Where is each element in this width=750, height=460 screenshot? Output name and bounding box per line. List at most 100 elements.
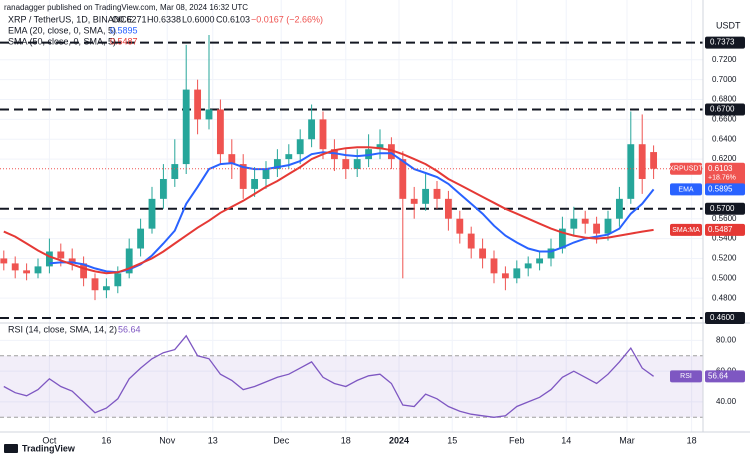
- candle-body: [638, 144, 646, 179]
- logo: TradingView: [22, 443, 76, 453]
- candle-body: [91, 278, 99, 291]
- x-tick-label: Feb: [509, 435, 525, 445]
- candle-body: [399, 159, 407, 199]
- level-label: 0.6700: [710, 105, 735, 114]
- value-tag-label: 56.64: [708, 371, 729, 380]
- grid: [0, 0, 703, 432]
- level-label: 0.5700: [710, 204, 735, 213]
- rsi-tick-label: 40.00: [716, 397, 737, 406]
- level-label: 0.4600: [710, 313, 735, 322]
- y-tick-label: 0.6200: [712, 154, 737, 163]
- candle-body: [581, 218, 589, 224]
- level-tag: [705, 36, 745, 49]
- series-tag: [670, 370, 702, 383]
- candle-body: [650, 152, 658, 169]
- candle-body: [11, 263, 19, 271]
- candle-body: [80, 263, 88, 279]
- ma-line: [49, 151, 655, 274]
- value-tag-label: 0.5487: [708, 225, 733, 234]
- candle-body: [479, 248, 487, 259]
- candle-body: [501, 273, 509, 279]
- y-tick-label: 0.6400: [712, 134, 737, 143]
- candle-body: [467, 233, 475, 249]
- candle-body: [536, 258, 544, 264]
- candle-body: [182, 89, 190, 165]
- x-tick-label: 18: [687, 435, 697, 445]
- value-tag-label: 0.5895: [708, 185, 733, 194]
- ma-line: [3, 146, 654, 275]
- rsi-legend: RSI (14, close, SMA, 14, 2): [8, 324, 117, 334]
- level-tag: [705, 103, 745, 116]
- series-tag-label: RSI: [680, 373, 692, 380]
- currency: USDT: [716, 20, 741, 30]
- open: O0.6271: [112, 14, 147, 24]
- candle-body: [148, 198, 156, 229]
- series-tag: [670, 162, 702, 175]
- y-tick-label: 0.5600: [712, 214, 737, 223]
- tags: Oct 16 Nov 13 Dec 18 2024 15 Feb 14 Mar 18 0.4800 0.5…: [42, 36, 745, 445]
- candle-body: [285, 154, 293, 160]
- ema-legend-value: 0.5895: [110, 25, 138, 35]
- candle-body: [45, 251, 53, 267]
- level-tag: [705, 312, 745, 325]
- candle-body: [410, 198, 418, 204]
- rsi-tick-label: 80.00: [716, 335, 737, 344]
- x-tick-label: Nov: [159, 435, 176, 445]
- y-tick-label: 0.6600: [712, 114, 737, 123]
- x-tick-label: 2024: [389, 435, 409, 445]
- symbol: XRP / TetherUS, 1D, BINANCE: [8, 14, 133, 24]
- series-tag: [670, 183, 702, 196]
- rsi-legend-value: 56.64: [118, 324, 141, 334]
- y-tick-label: 0.5000: [712, 273, 737, 282]
- candle-body: [262, 169, 270, 179]
- series-tag-label: XRPUSDT: [669, 166, 703, 173]
- x-tick-label: Oct: [42, 435, 57, 445]
- rsi-line: [3, 334, 654, 418]
- x-tick-label: 16: [101, 435, 111, 445]
- candle-body: [513, 268, 521, 279]
- logo-icon: [4, 444, 18, 453]
- plot: [0, 34, 703, 418]
- value-tag: [705, 370, 745, 383]
- x-tick-label: 13: [208, 435, 218, 445]
- candle-body: [604, 218, 612, 234]
- y-tick-label: 0.5200: [712, 254, 737, 263]
- candle-body: [376, 144, 384, 150]
- low: L0.6000: [182, 14, 215, 24]
- candle-body: [547, 248, 555, 259]
- x-tick-label: 18: [341, 435, 351, 445]
- candle-body: [137, 228, 145, 249]
- candle-body: [57, 251, 65, 259]
- candle-body: [342, 159, 350, 170]
- y-tick-label: 0.5400: [712, 234, 737, 243]
- candle-body: [68, 258, 76, 264]
- candle-body: [615, 198, 623, 219]
- value-tag-label: 0.6103: [708, 164, 733, 173]
- candle-body: [125, 248, 133, 274]
- candle-body: [593, 223, 601, 234]
- candle-body: [296, 139, 304, 155]
- candle-body: [239, 164, 247, 189]
- candle-body: [558, 228, 566, 249]
- candle-body: [251, 178, 259, 189]
- candle-body: [114, 273, 122, 287]
- y-tick-label: 0.6800: [712, 95, 737, 104]
- value-tag: [705, 183, 745, 196]
- candle-body: [627, 144, 635, 199]
- series-tag-label: SMA:MA: [672, 227, 700, 234]
- close: C0.6103: [216, 14, 250, 24]
- candle-body: [490, 258, 498, 274]
- change: −0.0167 (−2.66%): [251, 14, 323, 24]
- candle-body: [194, 89, 202, 120]
- candle-body: [228, 154, 236, 165]
- series-tag-label: EMA: [678, 186, 694, 193]
- last-change: +18.76%: [708, 175, 736, 182]
- candle-body: [353, 159, 361, 170]
- y-tick-label: 0.4800: [712, 293, 737, 302]
- y-tick-label: 0.7000: [712, 75, 737, 84]
- x-tick-label: Mar: [619, 435, 635, 445]
- candle-body: [216, 109, 224, 155]
- candle-body: [23, 270, 31, 274]
- candle-body: [102, 286, 110, 291]
